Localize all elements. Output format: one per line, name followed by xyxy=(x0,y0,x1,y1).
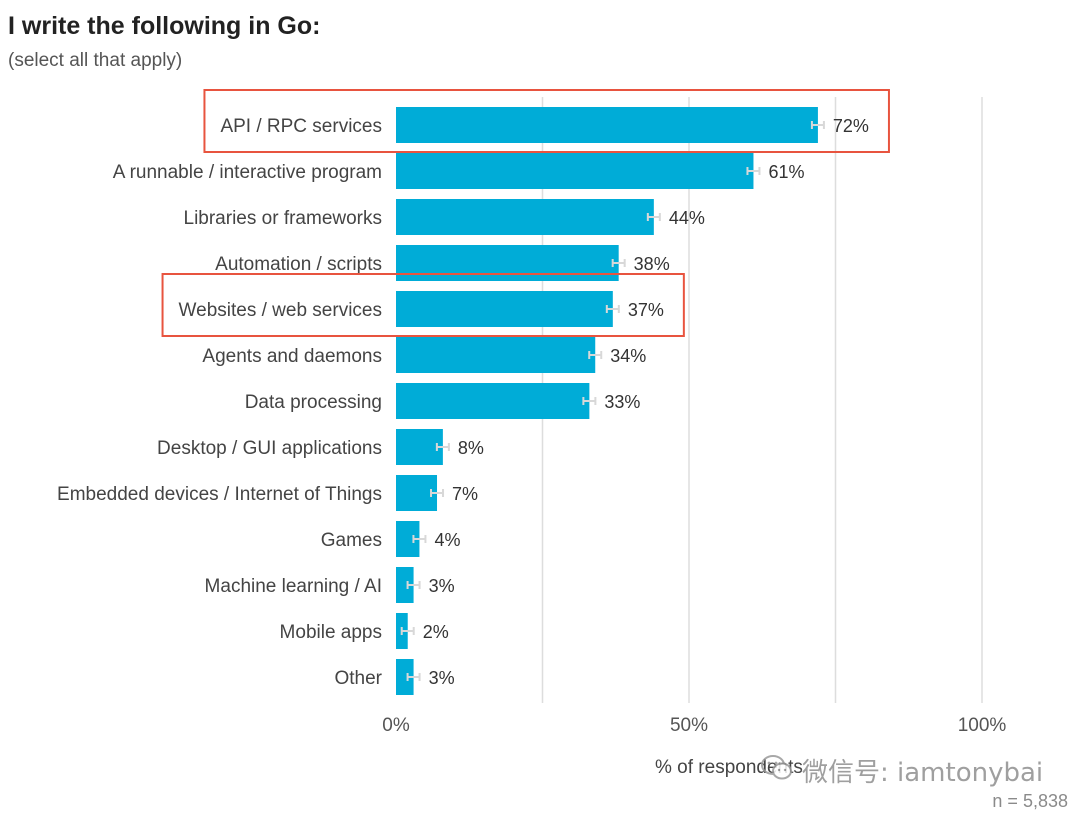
value-label: 61% xyxy=(768,162,804,182)
category-labels: API / RPC services A runnable / interacti… xyxy=(57,116,383,689)
error-bar xyxy=(810,121,825,129)
category-label: Embedded devices / Internet of Things xyxy=(57,484,382,505)
error-bar xyxy=(435,443,450,451)
bar xyxy=(396,199,654,235)
value-label: 4% xyxy=(434,530,460,550)
error-bar xyxy=(406,673,421,681)
highlight-boxes xyxy=(161,89,890,337)
category-label: Desktop / GUI applications xyxy=(157,438,382,459)
chart-title: I write the following in Go: xyxy=(8,12,321,40)
bar xyxy=(396,383,590,419)
error-bars xyxy=(400,121,825,681)
chart-subtitle: (select all that apply) xyxy=(8,50,183,71)
x-tick-label: 100% xyxy=(958,715,1007,736)
x-tick-label: 50% xyxy=(670,715,708,736)
error-bar xyxy=(605,305,620,313)
error-bar xyxy=(611,259,626,267)
wechat-icon xyxy=(760,754,794,787)
error-bar xyxy=(746,167,761,175)
category-label: Websites / web services xyxy=(179,300,382,321)
watermark-text: 微信号: iamtonybai xyxy=(802,758,1044,788)
category-label: Agents and daemons xyxy=(202,346,382,367)
x-tick-label: 0% xyxy=(382,715,410,736)
value-label: 37% xyxy=(628,300,664,320)
error-bar xyxy=(400,627,415,635)
value-label: 44% xyxy=(669,208,705,228)
bar xyxy=(396,337,596,373)
error-bar xyxy=(430,489,445,497)
bar xyxy=(396,153,754,189)
highlight-box xyxy=(161,273,685,337)
value-label: 38% xyxy=(634,254,670,274)
value-label: 7% xyxy=(452,484,478,504)
category-label: Machine learning / AI xyxy=(205,576,382,597)
error-bar xyxy=(582,397,597,405)
error-bar xyxy=(646,213,661,221)
highlight-box xyxy=(203,89,890,153)
error-bar xyxy=(406,581,421,589)
category-label: Games xyxy=(321,530,382,551)
category-label: Mobile apps xyxy=(280,622,382,643)
value-label: 2% xyxy=(423,622,449,642)
bar xyxy=(396,659,414,695)
category-label: Other xyxy=(334,668,382,689)
error-bar xyxy=(412,535,427,543)
category-label: Data processing xyxy=(245,392,382,413)
value-label: 34% xyxy=(610,346,646,366)
category-label: Automation / scripts xyxy=(215,254,382,275)
bar xyxy=(396,521,420,557)
value-label: 3% xyxy=(429,576,455,596)
bar xyxy=(396,429,443,465)
category-label: API / RPC services xyxy=(220,116,382,137)
bar xyxy=(396,245,619,281)
watermark: 微信号: iamtonybai xyxy=(760,752,1043,789)
value-label: 72% xyxy=(833,116,869,136)
value-label: 3% xyxy=(429,668,455,688)
bars xyxy=(396,107,818,695)
sample-size: n = 5,838 xyxy=(992,791,1068,811)
value-label: 8% xyxy=(458,438,484,458)
x-tick-labels: 0% 50% 100% xyxy=(382,715,1006,736)
bar xyxy=(396,567,414,603)
value-label: 33% xyxy=(604,392,640,412)
category-label: Libraries or frameworks xyxy=(184,208,383,229)
category-label: A runnable / interactive program xyxy=(113,162,382,183)
bar xyxy=(396,291,613,327)
bar xyxy=(396,107,818,143)
value-labels: 72% 61% 44% 38% 37% 34% 33% 8% 7% 4% 3% 2% 3% xyxy=(423,116,869,688)
error-bar xyxy=(588,351,603,359)
